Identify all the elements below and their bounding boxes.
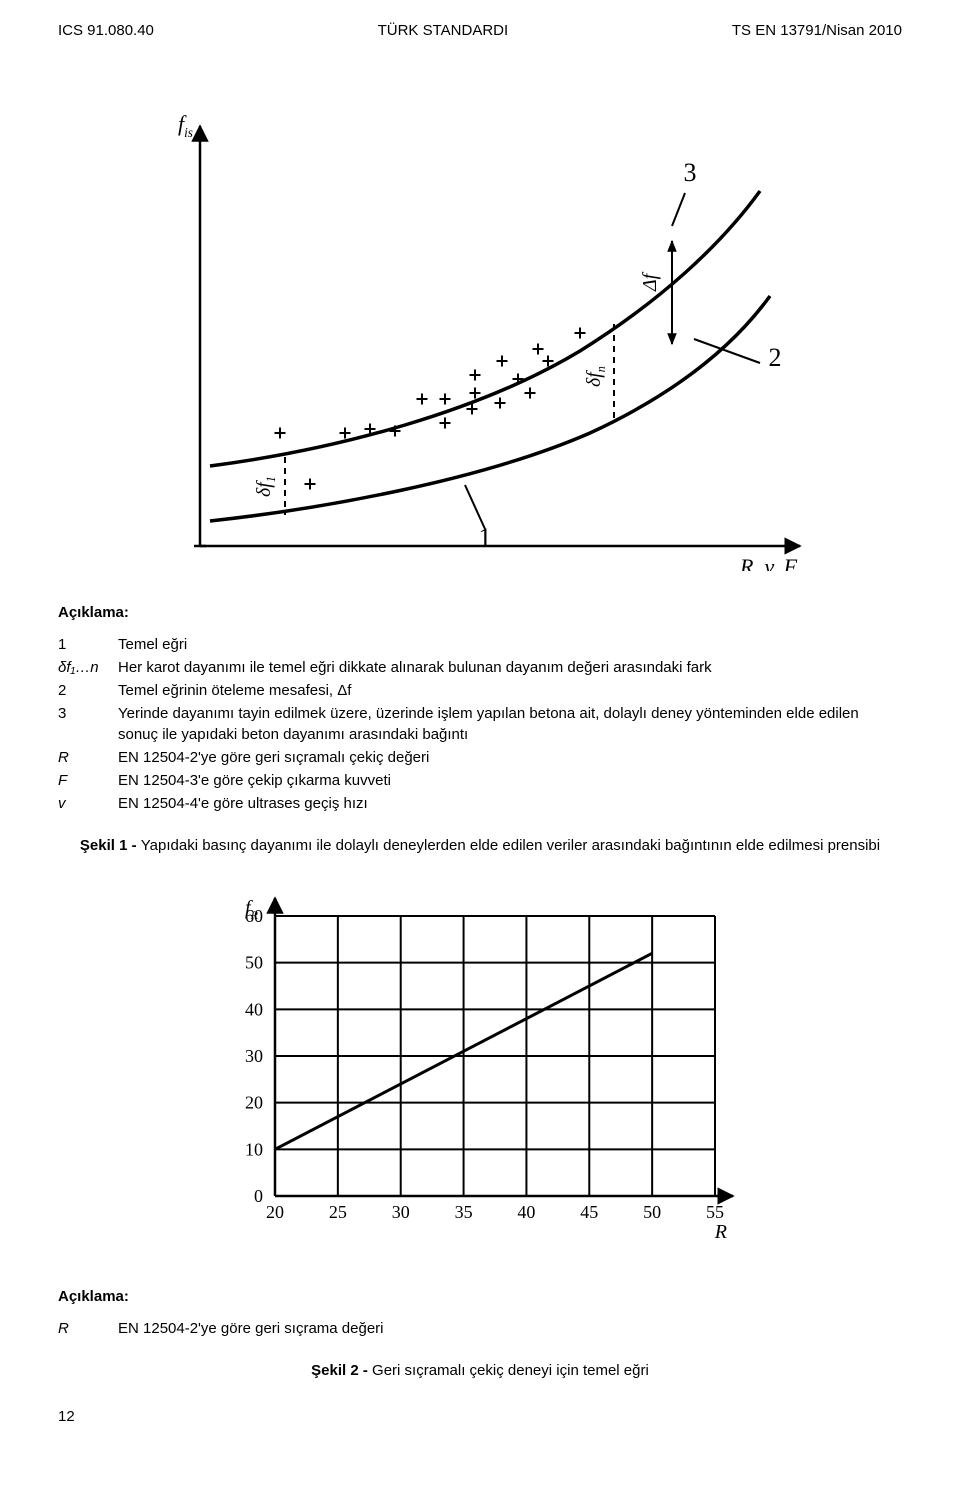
svg-text:Δf: Δf — [639, 271, 661, 292]
figure-1: fisR, v, Fδf1δfnΔf123 — [58, 71, 902, 577]
figure-1-caption: Şekil 1 - Yapıdaki basınç dayanımı ile d… — [58, 835, 902, 856]
legend-key: 2 — [58, 679, 118, 702]
figure-1-svg: fisR, v, Fδf1δfnΔf123 — [120, 71, 840, 571]
figure-1-caption-bold: Şekil 1 - — [80, 837, 141, 854]
legend-text: Temel eğrinin öteleme mesafesi, Δf — [118, 679, 902, 702]
legend-key: 3 — [58, 702, 118, 746]
legend-row: 3Yerinde dayanımı tayin edilmek üzere, ü… — [58, 702, 902, 746]
svg-text:20: 20 — [266, 1202, 284, 1222]
legend-key: v — [58, 792, 118, 815]
page-header: ICS 91.080.40 TÜRK STANDARDI TS EN 13791… — [58, 20, 902, 41]
svg-text:55: 55 — [706, 1202, 724, 1222]
svg-text:0: 0 — [254, 1186, 263, 1206]
legend-row: REN 12504-2'ye göre geri sıçrama değeri — [58, 1317, 384, 1340]
legend-row: FEN 12504-3'e göre çekip çıkarma kuvveti — [58, 769, 902, 792]
legend-2: REN 12504-2'ye göre geri sıçrama değeri — [58, 1317, 384, 1340]
svg-text:40: 40 — [517, 1202, 535, 1222]
svg-text:1: 1 — [479, 523, 492, 552]
page: ICS 91.080.40 TÜRK STANDARDI TS EN 13791… — [0, 0, 960, 1457]
header-right: TS EN 13791/Nisan 2010 — [732, 20, 902, 41]
legend-text: Her karot dayanımı ile temel eğri dikkat… — [118, 656, 902, 679]
legend-text: Temel eğri — [118, 633, 902, 656]
legend-key: R — [58, 746, 118, 769]
legend-row: 1Temel eğri — [58, 633, 902, 656]
figure-2-svg: 20253035404550550102030405060fRR — [200, 881, 760, 1261]
svg-text:3: 3 — [684, 158, 697, 187]
legend-row: 2Temel eğrinin öteleme mesafesi, Δf — [58, 679, 902, 702]
svg-text:R, v, F: R, v, F — [739, 554, 798, 571]
svg-text:2: 2 — [769, 343, 782, 372]
legend-row: δf₁…nHer karot dayanımı ile temel eğri d… — [58, 656, 902, 679]
svg-text:20: 20 — [245, 1092, 263, 1112]
legend-key: F — [58, 769, 118, 792]
legend-key: 1 — [58, 633, 118, 656]
figure-2-caption: Şekil 2 - Geri sıçramalı çekiç deneyi iç… — [58, 1360, 902, 1381]
figure-2: 20253035404550550102030405060fRR — [58, 881, 902, 1267]
header-left: ICS 91.080.40 — [58, 20, 154, 41]
svg-text:50: 50 — [245, 952, 263, 972]
svg-text:50: 50 — [643, 1202, 661, 1222]
svg-text:30: 30 — [392, 1202, 410, 1222]
legend-2-title: Açıklama: — [58, 1286, 902, 1307]
svg-text:30: 30 — [245, 1046, 263, 1066]
figure-1-caption-text: Yapıdaki basınç dayanımı ile dolaylı den… — [141, 837, 880, 854]
page-number: 12 — [58, 1406, 902, 1427]
figure-2-caption-text: Geri sıçramalı çekiç deneyi için temel e… — [372, 1362, 649, 1379]
legend-1: 1Temel eğriδf₁…nHer karot dayanımı ile t… — [58, 633, 902, 815]
header-center: TÜRK STANDARDI — [154, 20, 732, 41]
legend-row: vEN 12504-4'e göre ultrases geçiş hızı — [58, 792, 902, 815]
svg-text:40: 40 — [245, 999, 263, 1019]
legend-text: EN 12504-2'ye göre geri sıçramalı çekiç … — [118, 746, 902, 769]
legend-text: EN 12504-2'ye göre geri sıçrama değeri — [118, 1317, 384, 1340]
legend-text: EN 12504-4'e göre ultrases geçiş hızı — [118, 792, 902, 815]
legend-text: EN 12504-3'e göre çekip çıkarma kuvveti — [118, 769, 902, 792]
legend-key: δf₁…n — [58, 656, 118, 679]
svg-text:45: 45 — [580, 1202, 598, 1222]
legend-1-title: Açıklama: — [58, 602, 902, 623]
svg-text:25: 25 — [329, 1202, 347, 1222]
legend-row: REN 12504-2'ye göre geri sıçramalı çekiç… — [58, 746, 902, 769]
svg-text:10: 10 — [245, 1139, 263, 1159]
legend-text: Yerinde dayanımı tayin edilmek üzere, üz… — [118, 702, 902, 746]
legend-key: R — [58, 1317, 118, 1340]
svg-text:R: R — [714, 1221, 727, 1243]
svg-text:35: 35 — [455, 1202, 473, 1222]
figure-2-caption-bold: Şekil 2 - — [311, 1362, 372, 1379]
